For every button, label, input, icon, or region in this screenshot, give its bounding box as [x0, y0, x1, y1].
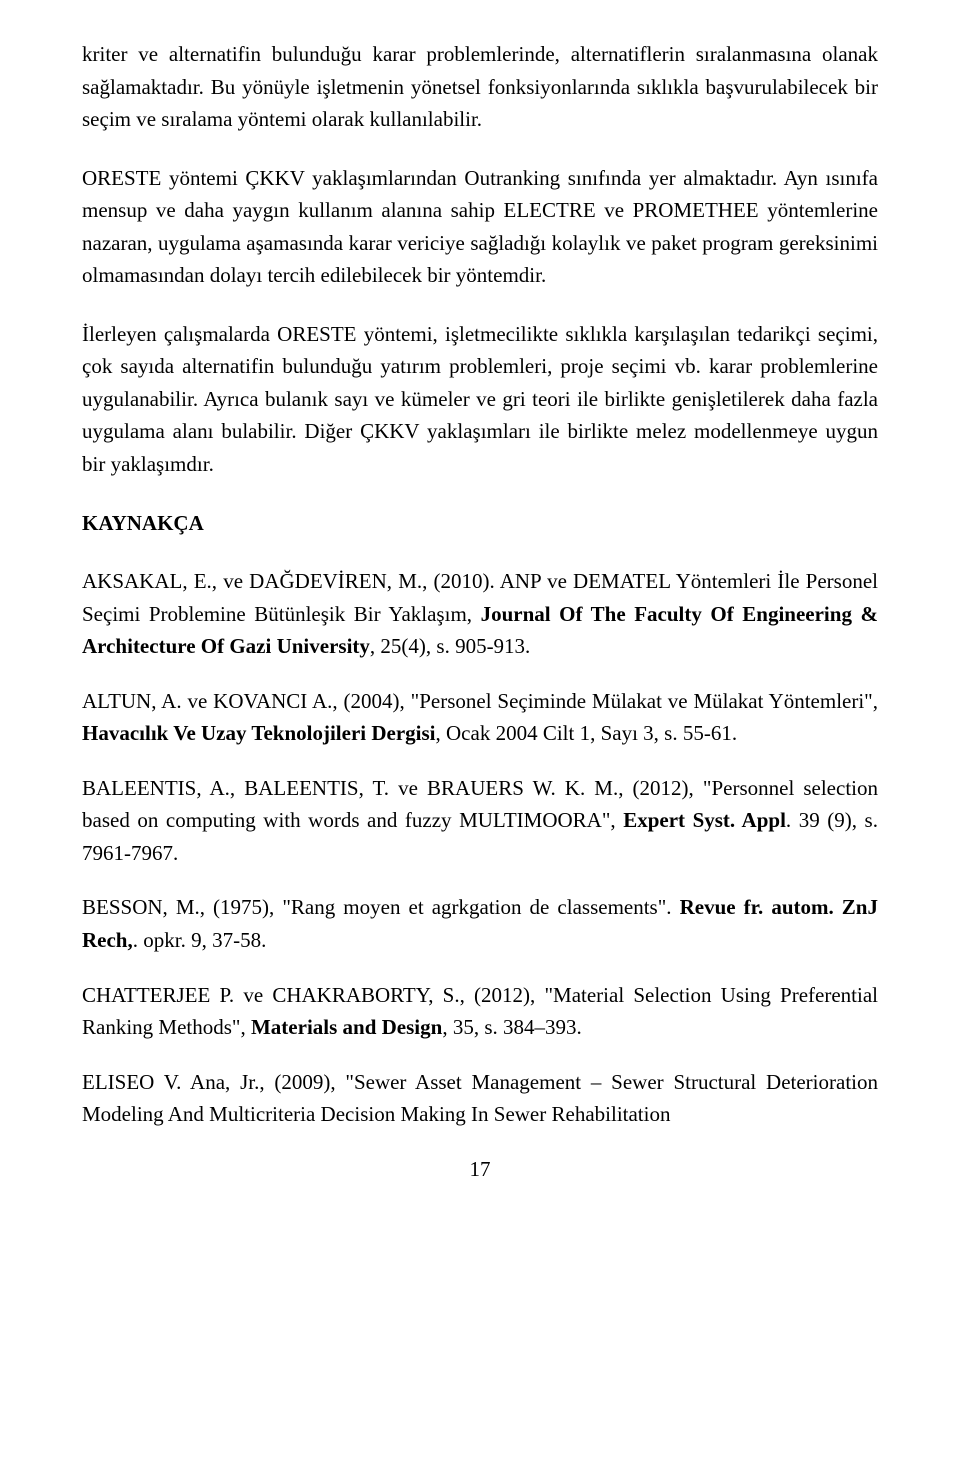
- reference-text: BESSON, M., (1975), "Rang moyen et agrkg…: [82, 895, 680, 919]
- reference-journal: Havacılık Ve Uzay Teknolojileri Dergisi: [82, 721, 436, 745]
- references-heading: KAYNAKÇA: [82, 507, 878, 540]
- reference-journal: Expert Syst. Appl: [623, 808, 786, 832]
- reference-item: ELISEO V. Ana, Jr., (2009), "Sewer Asset…: [82, 1066, 878, 1131]
- reference-text: , 25(4), s. 905-913.: [370, 634, 530, 658]
- reference-item: BESSON, M., (1975), "Rang moyen et agrkg…: [82, 891, 878, 956]
- reference-item: CHATTERJEE P. ve CHAKRABORTY, S., (2012)…: [82, 979, 878, 1044]
- reference-text: , Ocak 2004 Cilt 1, Sayı 3, s. 55-61.: [436, 721, 738, 745]
- body-paragraph-2: ORESTE yöntemi ÇKKV yaklaşımlarından Out…: [82, 162, 878, 292]
- reference-item: ALTUN, A. ve KOVANCI A., (2004), "Person…: [82, 685, 878, 750]
- reference-item: BALEENTIS, A., BALEENTIS, T. ve BRAUERS …: [82, 772, 878, 870]
- reference-text: , 35, s. 384–393.: [442, 1015, 581, 1039]
- reference-text: ALTUN, A. ve KOVANCI A., (2004), "Person…: [82, 689, 878, 713]
- reference-journal: Materials and Design: [251, 1015, 442, 1039]
- body-paragraph-1: kriter ve alternatifin bulunduğu karar p…: [82, 38, 878, 136]
- page-number: 17: [82, 1153, 878, 1186]
- reference-text: ELISEO V. Ana, Jr., (2009), "Sewer Asset…: [82, 1070, 878, 1127]
- reference-text: . opkr. 9, 37-58.: [133, 928, 267, 952]
- body-paragraph-3: İlerleyen çalışmalarda ORESTE yöntemi, i…: [82, 318, 878, 481]
- reference-item: AKSAKAL, E., ve DAĞDEVİREN, M., (2010). …: [82, 565, 878, 663]
